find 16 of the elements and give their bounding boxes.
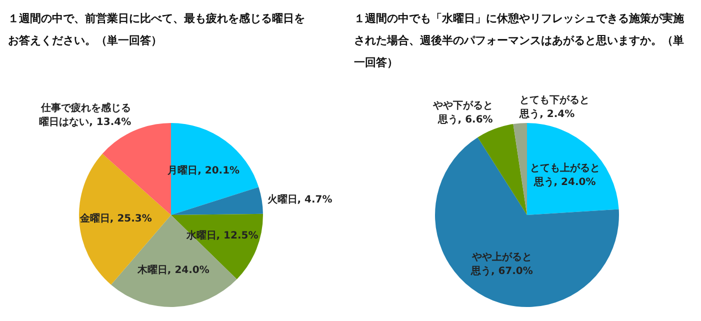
pie-slice: [527, 123, 619, 215]
slice-label: 仕事で疲れを感じる曜日はない, 13.4%: [39, 101, 132, 128]
pie-slice: [478, 124, 527, 215]
chart-title: １週間の中で、前営業日に比べて、最も疲れを感じる曜日をお答えください。（単一回答）: [8, 11, 306, 49]
pie-slice: [435, 137, 619, 307]
slice-label: やや下がると思う, 6.6%: [432, 100, 493, 126]
slice-label: とても上がると思う, 24.0%: [530, 161, 600, 188]
slice-label: 火曜日, 4.7%: [267, 192, 332, 205]
slice-label: やや上がると思う, 67.0%: [470, 250, 533, 277]
slice-label: 木曜日, 24.0%: [136, 264, 210, 276]
slice-label: とても下がると思う, 2.4%: [518, 94, 590, 120]
chart-title: １週間の中でも「水曜日」に休憩やリフレッシュできる施策が実施された場合、週後半のパフォーマンスはあがると思いますか。（単一回答）: [354, 11, 684, 71]
slice-label: 金曜日, 25.3%: [78, 212, 152, 224]
pie-slice: [513, 123, 527, 215]
pie-slice: [171, 214, 263, 280]
pie-slice: [171, 187, 263, 215]
